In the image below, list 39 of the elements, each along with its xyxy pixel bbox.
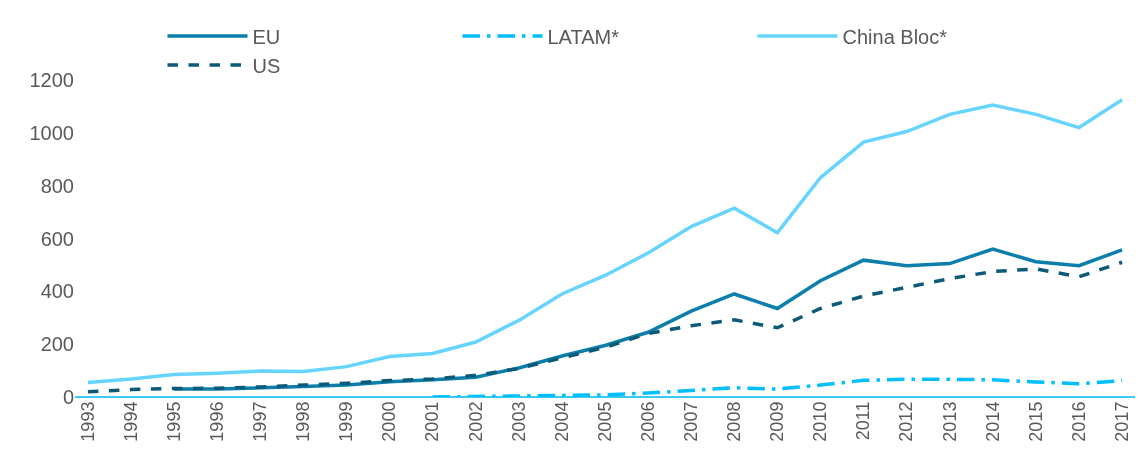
- y-tick-label: 1000: [29, 121, 74, 144]
- legend-label: LATAM*: [547, 25, 620, 48]
- x-tick-label: 2002: [465, 401, 486, 442]
- legend-label: EU: [252, 25, 281, 48]
- x-tick-label: 2009: [767, 401, 788, 442]
- x-tick-label: 2003: [508, 401, 529, 442]
- y-tick-label: 0: [62, 386, 74, 408]
- x-tick-label: 1997: [250, 401, 271, 442]
- legend-label: China Bloc*: [842, 25, 948, 48]
- y-tick-label: 200: [40, 333, 74, 356]
- x-tick-label: 2016: [1068, 401, 1089, 442]
- x-tick-label: 2008: [724, 401, 745, 442]
- x-tick-label: 2004: [551, 401, 572, 442]
- y-tick-label: 800: [40, 174, 74, 197]
- x-tick-label: 2015: [1025, 401, 1046, 442]
- x-tick-label: 2011: [853, 401, 874, 441]
- line-series: [430, 377, 1124, 397]
- x-tick-label: 1993: [77, 401, 98, 442]
- line-series: [86, 260, 1124, 394]
- y-tick-label: 400: [40, 280, 74, 303]
- x-tick-label: 1996: [207, 401, 228, 442]
- x-tick-label: 1999: [336, 401, 357, 442]
- y-tick-label: 600: [40, 227, 74, 250]
- x-tick-label: 1995: [163, 401, 184, 442]
- x-tick-label: 1998: [293, 401, 314, 442]
- x-tick-label: 2005: [594, 401, 615, 442]
- x-tick-label: 2013: [939, 401, 960, 442]
- x-tick-label: 2012: [896, 401, 917, 442]
- x-tick-label: 2000: [379, 401, 400, 442]
- x-tick-label: 2006: [637, 401, 658, 442]
- x-tick-label: 2001: [422, 401, 443, 442]
- x-tick-label: 2017: [1111, 401, 1132, 442]
- x-tick-label: 2007: [681, 401, 702, 442]
- legend-label: US: [252, 54, 281, 77]
- y-tick-label: 1200: [29, 69, 74, 91]
- line-series: [86, 98, 1124, 385]
- x-tick-label: 2014: [982, 401, 1003, 442]
- x-tick-label: 1994: [120, 401, 141, 442]
- x-tick-label: 2010: [810, 401, 831, 442]
